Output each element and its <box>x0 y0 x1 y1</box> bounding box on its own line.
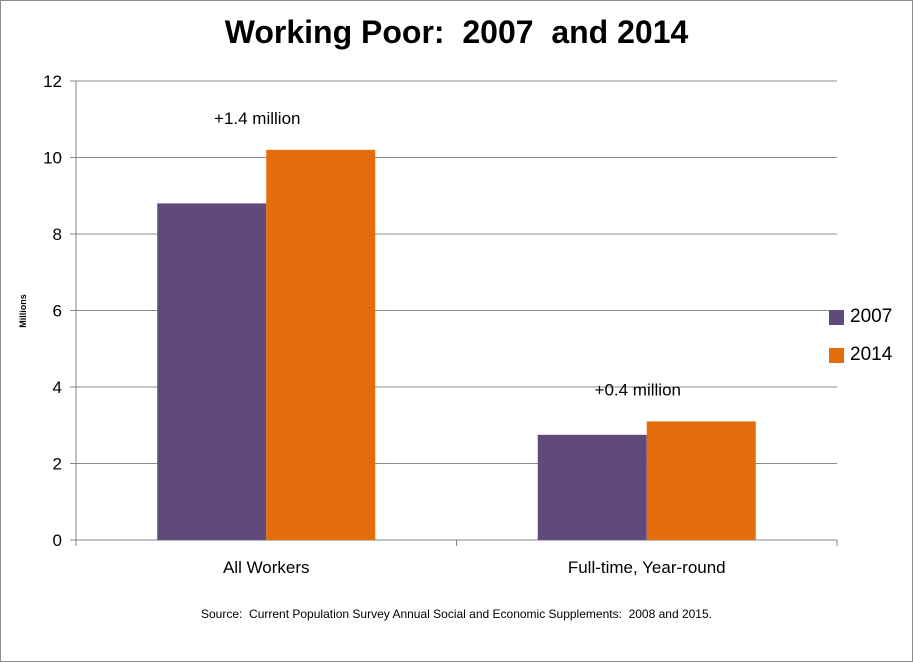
y-tick-label-12: 12 <box>43 72 62 91</box>
legend-label-2007: 2007 <box>850 306 893 327</box>
chart-legend: 2007 2014 <box>829 298 892 374</box>
y-tick-label-8: 8 <box>53 225 62 244</box>
bar-2007-1 <box>537 434 647 540</box>
y-tick-label-0: 0 <box>53 531 62 550</box>
x-tick-label-0: All Workers <box>223 558 310 577</box>
legend-swatch-2007 <box>829 309 844 325</box>
annotation-1: +0.4 million <box>595 380 681 399</box>
bar-2014-1 <box>646 421 756 540</box>
bar-2014-0 <box>266 149 376 540</box>
legend-swatch-2014 <box>829 347 844 363</box>
y-tick-label-6: 6 <box>53 302 62 321</box>
source-note: Source: Current Population Survey Annual… <box>201 607 712 621</box>
y-tick-label-4: 4 <box>53 378 62 397</box>
y-axis-label: Millions <box>18 294 28 328</box>
annotation-0: +1.4 million <box>214 109 300 128</box>
y-tick-label-10: 10 <box>43 149 62 168</box>
chart-title: Working Poor: 2007 and 2014 <box>224 14 689 50</box>
y-tick-label-2: 2 <box>53 455 62 474</box>
bar-2007-0 <box>157 203 267 540</box>
legend-label-2014: 2014 <box>850 344 893 365</box>
legend-item-2007: 2007 <box>829 298 892 336</box>
legend-item-2014: 2014 <box>829 336 892 374</box>
x-tick-label-1: Full-time, Year-round <box>568 558 726 577</box>
